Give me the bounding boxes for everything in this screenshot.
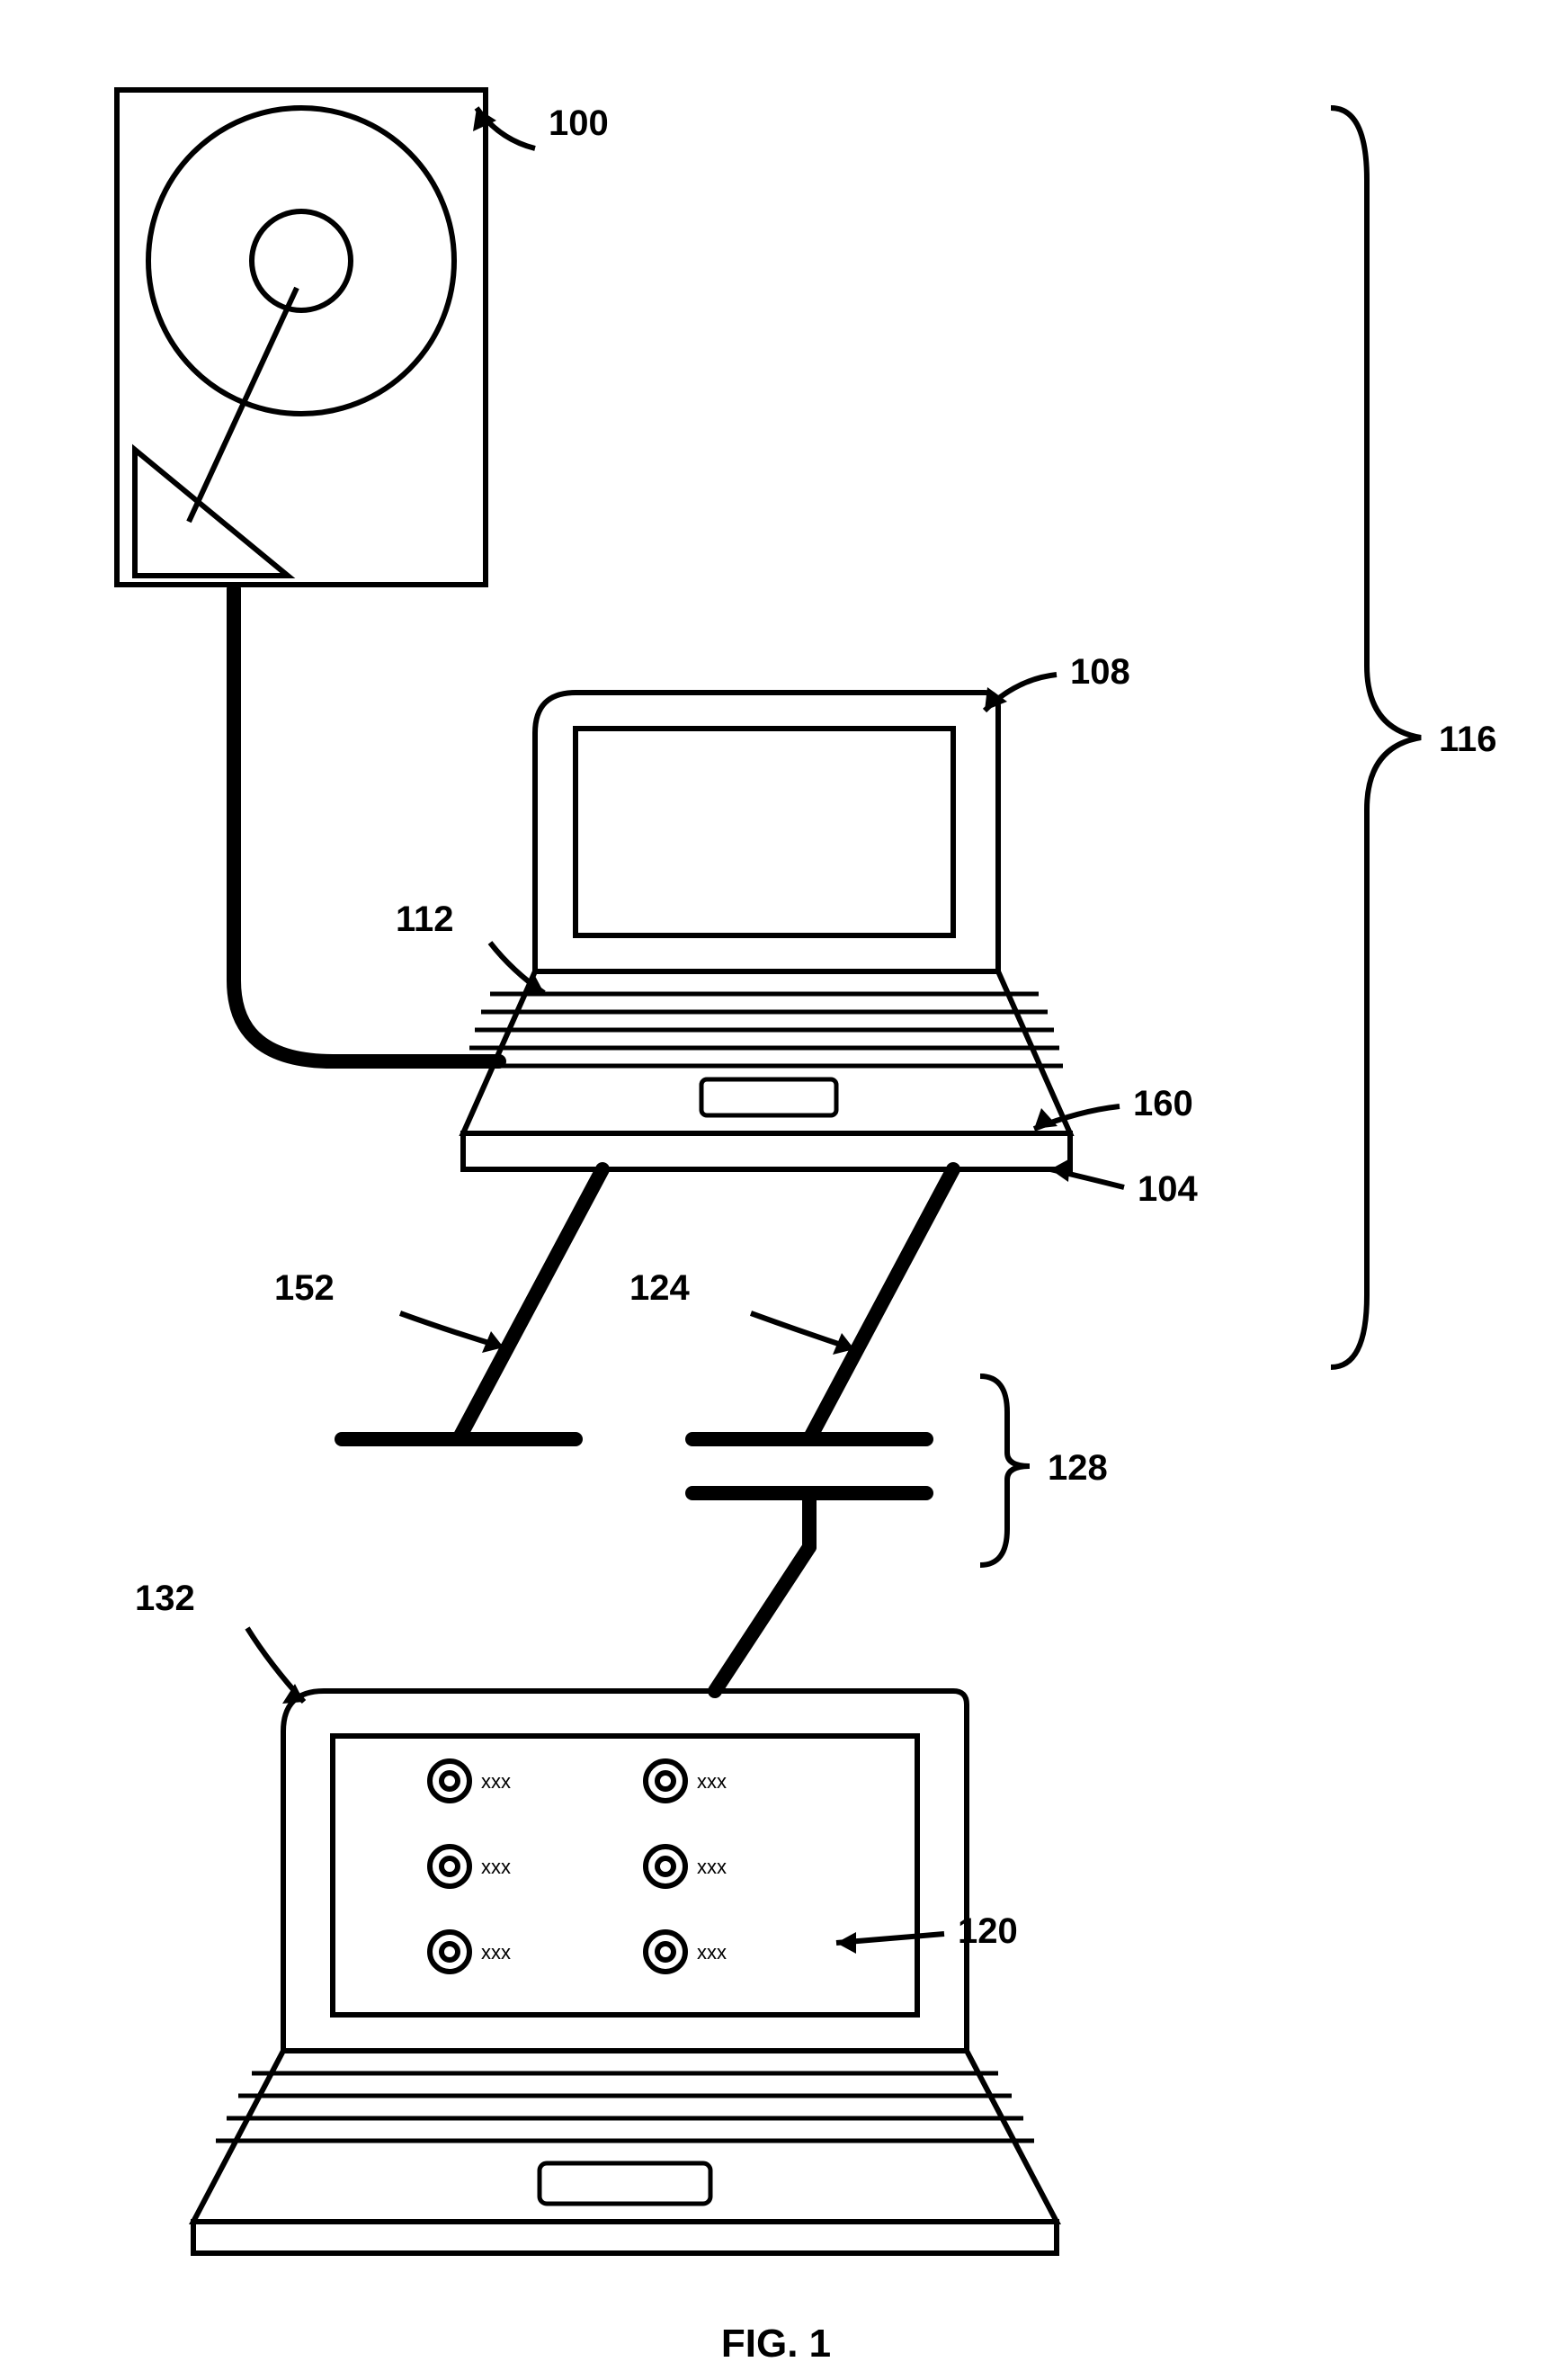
option-2-text: xxx [697, 1770, 727, 1793]
label-116-text: 116 [1439, 720, 1497, 759]
brace-128: 128 [980, 1376, 1108, 1565]
laptop-1 [463, 693, 1070, 1169]
label-112: 112 [396, 899, 544, 997]
label-100: 100 [473, 103, 609, 148]
hard-drive [117, 90, 486, 585]
option-4-text: xxx [697, 1856, 727, 1878]
stub-right [809, 1169, 953, 1439]
label-108-text: 108 [1070, 652, 1130, 692]
label-132: 132 [135, 1579, 304, 1704]
label-120-text: 120 [958, 1911, 1018, 1951]
options-ui: xxx xxx xxx xxx xxx xxx [430, 1761, 727, 1972]
label-124: 124 [629, 1268, 854, 1355]
cable-hdd-laptop1 [234, 589, 499, 1061]
laptop-2 [193, 1691, 1057, 2253]
cable-to-laptop2 [715, 1547, 809, 1691]
label-120: 120 [836, 1911, 1018, 1954]
label-104-text: 104 [1138, 1169, 1198, 1209]
label-132-text: 132 [135, 1579, 195, 1618]
figure-caption: FIG. 1 [721, 2322, 831, 2366]
label-124-text: 124 [629, 1268, 690, 1308]
label-112-text: 112 [396, 899, 454, 939]
brace-116: 116 [1331, 108, 1497, 1367]
option-3-text: xxx [481, 1856, 511, 1878]
label-100-text: 100 [549, 103, 609, 143]
option-1-text: xxx [481, 1770, 511, 1793]
label-160-text: 160 [1133, 1084, 1193, 1123]
option-5-text: xxx [481, 1941, 511, 1964]
figure-1-diagram: 100 108 112 [0, 0, 1553, 2380]
stub-left [459, 1169, 602, 1439]
option-6-text: xxx [697, 1941, 727, 1964]
label-152: 152 [274, 1268, 504, 1353]
label-128-text: 128 [1048, 1448, 1108, 1488]
label-152-text: 152 [274, 1268, 335, 1308]
label-108: 108 [985, 652, 1130, 711]
